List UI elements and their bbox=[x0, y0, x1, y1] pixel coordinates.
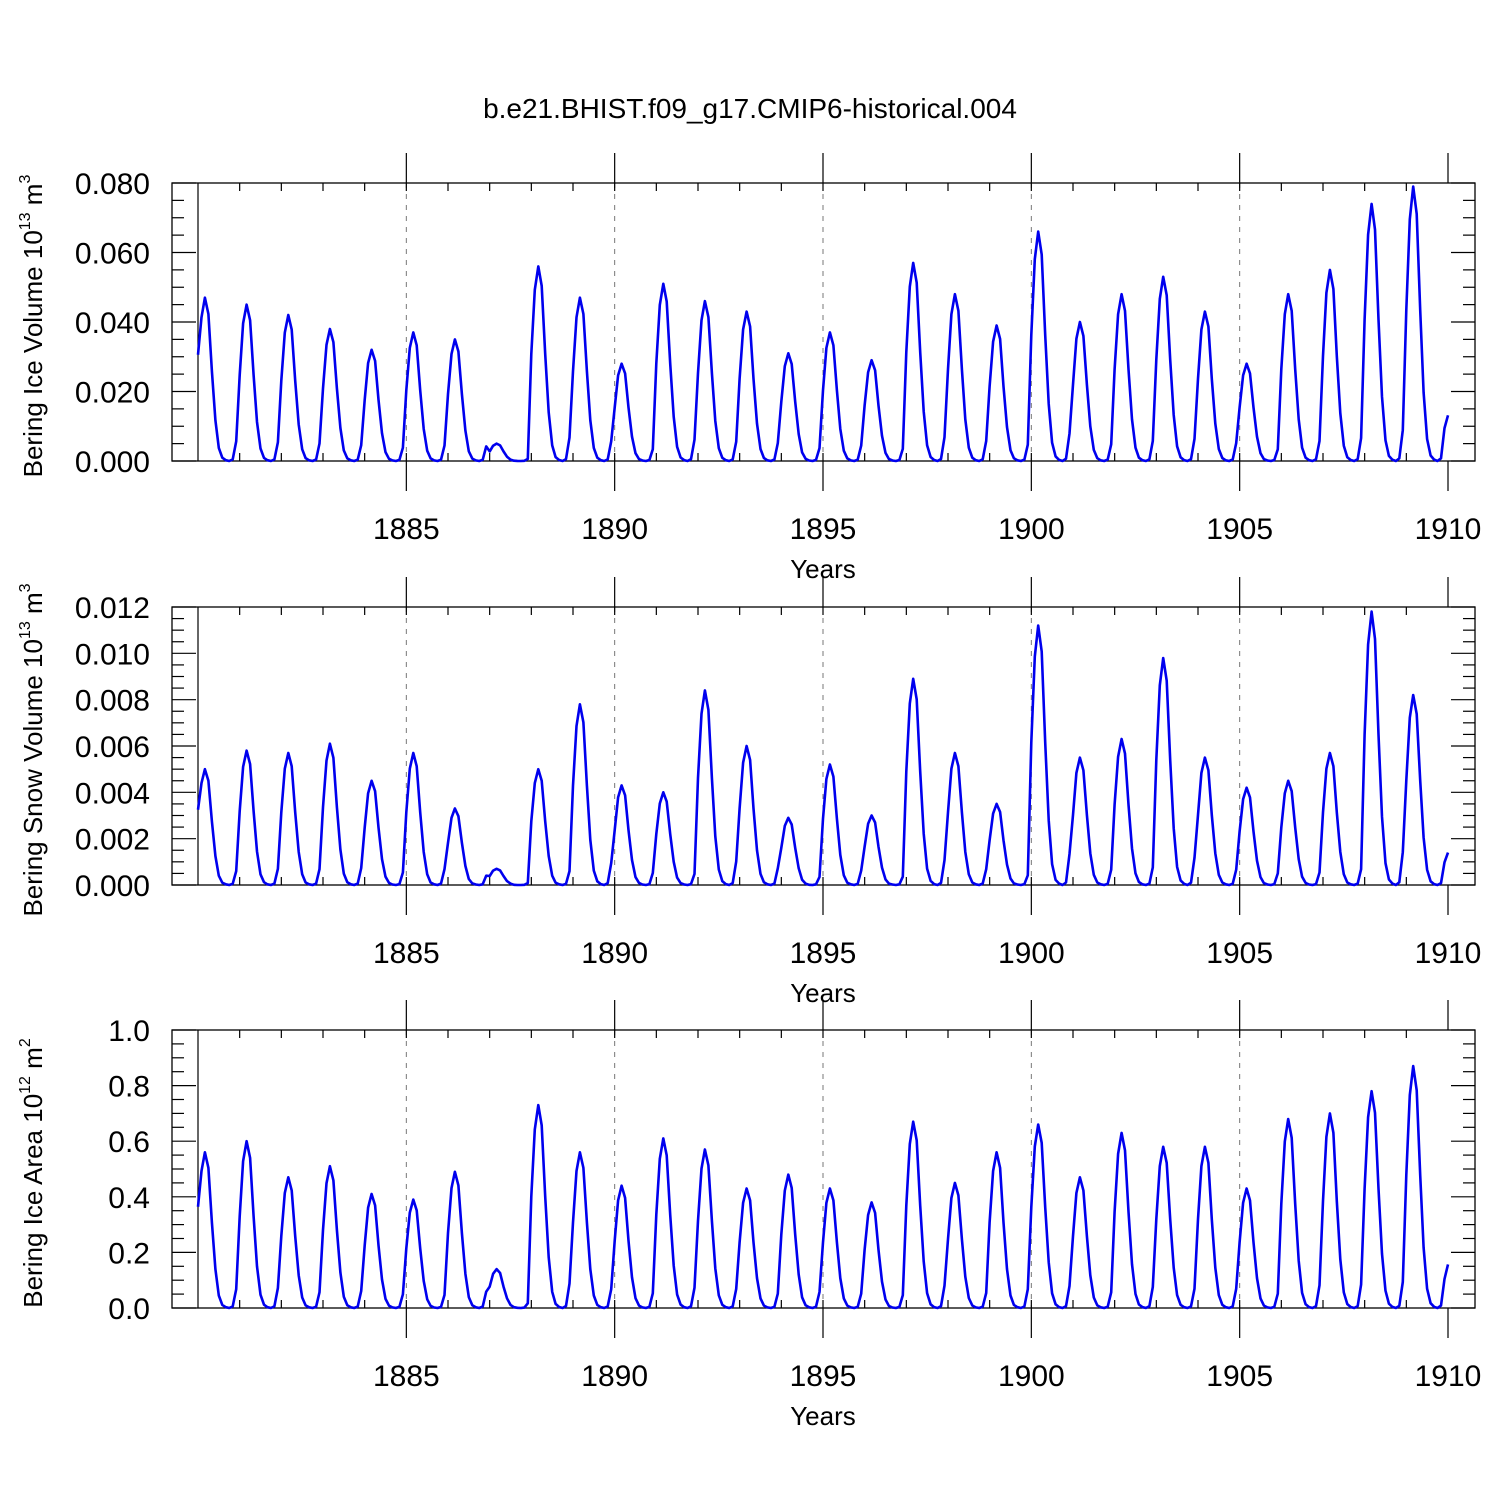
y-tick-label: 0.006 bbox=[75, 731, 150, 764]
y-tick-label: 0.008 bbox=[75, 685, 150, 718]
x-tick-label: 1890 bbox=[581, 513, 648, 546]
series-line bbox=[196, 610, 1450, 887]
y-tick-label: 0.020 bbox=[75, 377, 150, 410]
y-tick-label: 0.040 bbox=[75, 307, 150, 340]
y-axis-label: Bering Ice Area 1012 m2 bbox=[17, 1038, 48, 1308]
x-tick-label: 1910 bbox=[1415, 1360, 1482, 1393]
series-line bbox=[196, 1064, 1450, 1310]
x-tick-label: 1905 bbox=[1206, 1360, 1273, 1393]
y-tick-label: 0.000 bbox=[75, 870, 150, 903]
x-tick-label: 1885 bbox=[373, 513, 440, 546]
panel-3: 1885 1890 1895 1900 1905 1910 0.0 0.2 0.4 0.6 0.8 1… bbox=[17, 1000, 1481, 1431]
y-tick-label: 0.080 bbox=[75, 168, 150, 201]
y-tick-label: 0.6 bbox=[108, 1126, 150, 1159]
x-tick-label: 1890 bbox=[581, 937, 648, 970]
y-tick-label: 0.2 bbox=[108, 1237, 150, 1270]
x-tick-label: 1885 bbox=[373, 1360, 440, 1393]
y-tick-label: 0.0 bbox=[108, 1293, 150, 1326]
y-tick-label: 0.000 bbox=[75, 446, 150, 479]
x-tick-label: 1905 bbox=[1206, 513, 1273, 546]
y-tick-label: 0.8 bbox=[108, 1071, 150, 1104]
x-tick-label: 1900 bbox=[998, 513, 1065, 546]
x-tick-label: 1910 bbox=[1415, 937, 1482, 970]
y-axis-label: Bering Ice Volume 1013 m3 bbox=[17, 175, 48, 478]
x-tick-label: 1900 bbox=[998, 1360, 1065, 1393]
y-tick-label: 0.002 bbox=[75, 824, 150, 857]
x-tick-label: 1885 bbox=[373, 937, 440, 970]
y-tick-label: 0.010 bbox=[75, 638, 150, 671]
y-tick-label: 0.060 bbox=[75, 238, 150, 271]
x-tick-label: 1895 bbox=[790, 1360, 857, 1393]
x-tick-label: 1895 bbox=[790, 937, 857, 970]
y-tick-label: 0.012 bbox=[75, 592, 150, 625]
x-tick-label: 1895 bbox=[790, 513, 857, 546]
x-tick-label: 1900 bbox=[998, 937, 1065, 970]
chart-title: b.e21.BHIST.f09_g17.CMIP6-historical.004 bbox=[483, 93, 1017, 124]
y-tick-label: 0.4 bbox=[108, 1182, 150, 1215]
x-tick-label: 1890 bbox=[581, 1360, 648, 1393]
x-axis-label: Years bbox=[790, 1401, 856, 1431]
y-axis-label: Bering Snow Volume 1013 m3 bbox=[17, 583, 48, 916]
y-tick-label: 1.0 bbox=[108, 1015, 150, 1048]
panel-1: 1885 1890 1895 1900 1905 1910 0.000 0.020 0.040 0… bbox=[17, 153, 1481, 584]
x-tick-label: 1910 bbox=[1415, 513, 1482, 546]
x-tick-label: 1905 bbox=[1206, 937, 1273, 970]
panel-2: 1885 1890 1895 1900 1905 1910 0.000 0.002 0.004 0… bbox=[17, 577, 1481, 1008]
series-line bbox=[196, 185, 1450, 463]
y-tick-label: 0.004 bbox=[75, 777, 150, 810]
